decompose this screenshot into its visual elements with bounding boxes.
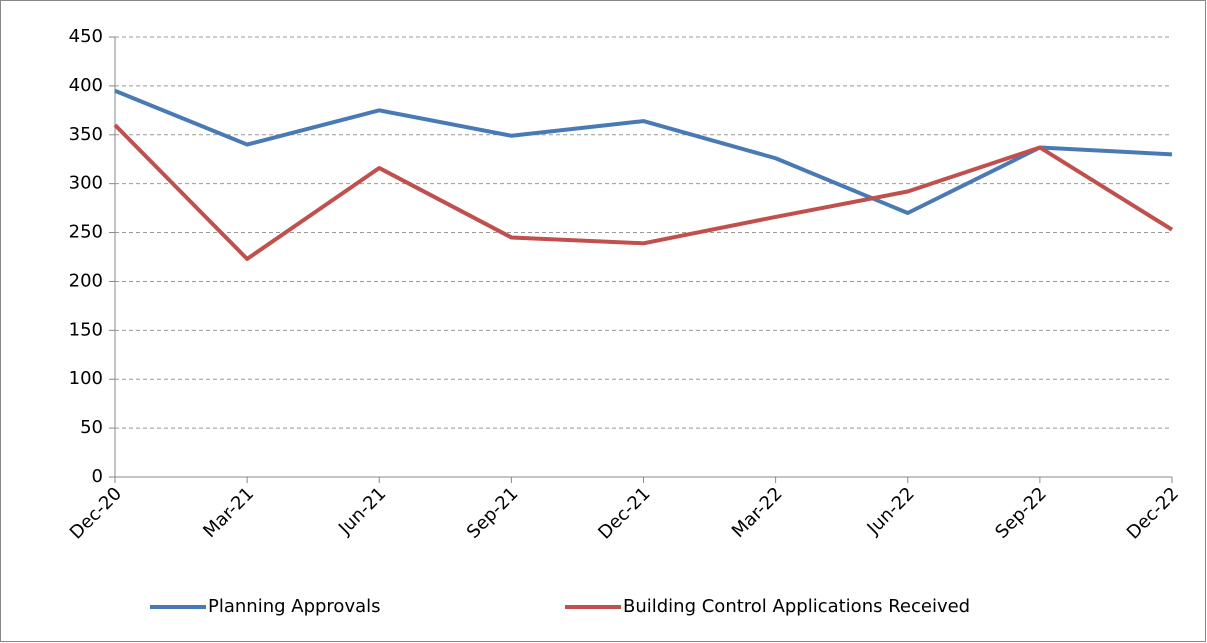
y-tick-label: 250	[69, 222, 103, 243]
y-tick-label: 50	[80, 417, 103, 438]
y-tick-label: 450	[69, 26, 103, 47]
y-tick-label: 0	[92, 466, 103, 487]
legend-label: Planning Approvals	[208, 596, 381, 617]
y-tick-label: 300	[69, 173, 103, 194]
y-tick-label: 100	[69, 368, 103, 389]
line-series	[113, 123, 1174, 261]
y-tick-label: 150	[69, 319, 103, 340]
line-series	[114, 88, 1173, 215]
legend-label: Building Control Applications Received	[623, 596, 970, 617]
y-tick-label: 350	[69, 124, 103, 145]
y-tick-label: 200	[69, 270, 103, 291]
y-tick-label: 400	[69, 75, 103, 96]
